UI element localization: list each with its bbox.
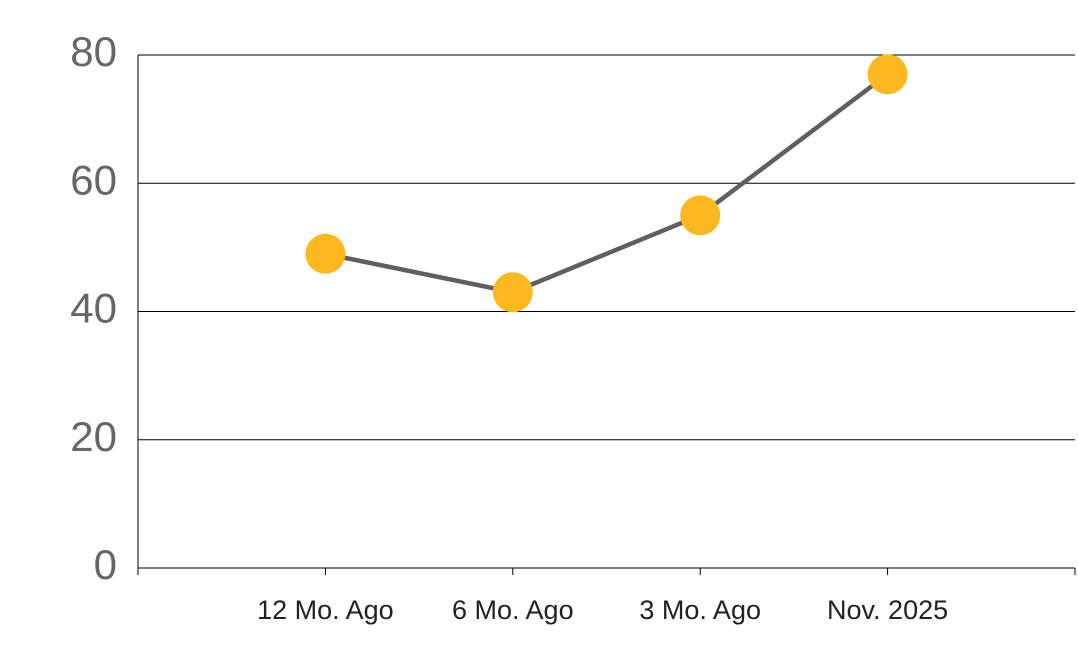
x-tick-label: 6 Mo. Ago — [452, 595, 574, 625]
y-tick-label: 20 — [70, 413, 117, 460]
x-tick-label: Nov. 2025 — [827, 595, 948, 625]
y-tick-label: 40 — [70, 285, 117, 332]
data-point — [492, 272, 533, 313]
y-tick-label: 80 — [70, 28, 117, 75]
y-tick-label: 0 — [94, 541, 117, 588]
data-point — [867, 54, 908, 95]
x-tick-label: 3 Mo. Ago — [639, 595, 761, 625]
data-point — [305, 233, 346, 274]
data-point — [680, 195, 721, 236]
x-tick-label: 12 Mo. Ago — [257, 595, 394, 625]
data-line — [324, 72, 889, 295]
y-tick-label: 60 — [70, 156, 117, 203]
